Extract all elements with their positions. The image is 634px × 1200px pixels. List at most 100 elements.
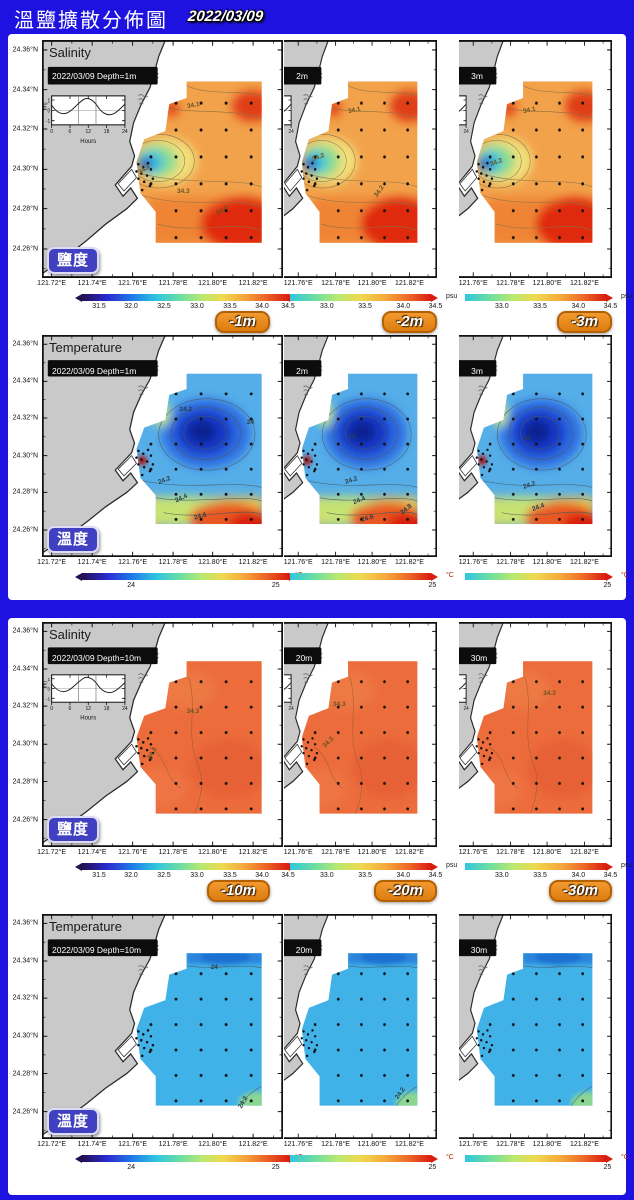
- temperature-colorbar: 24 25 °C: [42, 572, 303, 589]
- salinity-colorbar: 31.5 32.0 32.5 33.0 33.5 34.0 34.5 psu: [42, 293, 306, 310]
- colorbar-gradient: [465, 572, 613, 581]
- colorbar-gradient: [75, 293, 296, 302]
- lat-tick: 24.30°N: [12, 452, 38, 460]
- info-box-fragment: 3m: [471, 70, 483, 81]
- salinity-colorbar: 31.5 32.0 32.5 33.0 33.5 34.0 34.5 psu: [42, 862, 306, 879]
- column-depth20m: 20m 34.3 34.3 121.76°E 121.78°E 121.80°E…: [283, 622, 457, 1171]
- info-box-fragment: 30m: [470, 944, 488, 955]
- panel-shallow-depths: 24.36°N 24.34°N 24.32°N 24.30°N 24.28°N …: [8, 34, 632, 600]
- panel-deep-depths: 24.36°N 24.34°N 24.32°N 24.30°N 24.28°N …: [8, 618, 632, 1195]
- colorbar-gradient: [75, 1154, 296, 1163]
- lat-tick: 24.26°N: [12, 526, 38, 534]
- page-date: 2022/03/09: [187, 8, 264, 25]
- depth-badge: -10m: [206, 880, 270, 902]
- temperature-colorbar: 24 25 °C: [42, 1154, 303, 1171]
- info-box-text: 2022/03/09 Depth=1m: [52, 365, 137, 376]
- info-box-text: 2022/03/09 Depth=10m: [52, 652, 142, 663]
- info-box-text: 2022/03/09 Depth=1m: [52, 70, 137, 81]
- colorbar-gradient: [465, 1154, 613, 1163]
- lon-axis: 121.72°E 121.74°E 121.76°E 121.78°E 121.…: [37, 849, 268, 856]
- temperature-colorbar-cropped: 25 °C: [459, 1154, 629, 1171]
- lat-tick: 24.36°N: [12, 46, 38, 54]
- colorbar-gradient: [75, 572, 296, 581]
- lat-tick: 24.36°N: [12, 340, 38, 348]
- temperature-colorbar-cropped: 25 °C: [284, 572, 454, 589]
- colorbar-gradient: [290, 862, 438, 871]
- variable-label: Salinity: [49, 45, 91, 60]
- colorbar-gradient: [290, 572, 438, 581]
- lat-tick: 24.28°N: [12, 1070, 38, 1078]
- lon-axis: 121.76°E 121.78°E 121.80°E 121.82°E: [283, 559, 424, 566]
- info-box-fragment: 20m: [295, 944, 313, 955]
- column-depth10m: 24.36°N 24.34°N 24.32°N 24.30°N 24.28°N …: [13, 622, 306, 1171]
- lat-tick: 24.36°N: [12, 919, 38, 927]
- column-depth2m: 2m 34.1 34.2 34.2 121.76°E 121.78°E 121.…: [283, 40, 457, 589]
- colorbar-unit: psu: [621, 293, 633, 300]
- contour-label: 34.3: [186, 707, 200, 715]
- salinity-badge: 鹽度: [47, 247, 100, 274]
- colorbar-gradient: [465, 293, 613, 302]
- lat-tick: 24.34°N: [12, 86, 38, 94]
- contour-label: 34.3: [332, 700, 346, 708]
- colorbar-unit: °C: [446, 1154, 454, 1161]
- lat-tick: 24.34°N: [12, 957, 38, 965]
- lon-axis: 121.76°E 121.78°E 121.80°E 121.82°E: [283, 1141, 424, 1148]
- info-box-fragment: 20m: [295, 652, 313, 663]
- column-depth1m: 24.36°N 24.34°N 24.32°N 24.30°N 24.28°N …: [13, 40, 306, 589]
- depth-badge: -3m: [557, 311, 612, 333]
- lat-tick: 24.34°N: [12, 665, 38, 673]
- lat-tick: 24.26°N: [12, 1108, 38, 1116]
- contour-label: 24.2: [179, 406, 193, 414]
- colorbar-gradient: [290, 1154, 438, 1163]
- lon-axis: 121.76°E 121.78°E 121.80°E 121.82°E: [458, 559, 599, 566]
- contour-label: 34.3: [543, 689, 556, 697]
- depth-badge: -2m: [382, 311, 437, 333]
- lon-axis: 121.76°E 121.78°E 121.80°E 121.82°E: [458, 280, 599, 287]
- info-box-fragment: 3m: [471, 365, 483, 376]
- lat-tick: 24.26°N: [12, 816, 38, 824]
- temperature-colorbar-cropped: 25 °C: [284, 1154, 454, 1171]
- temperature-badge: 溫度: [47, 1108, 100, 1135]
- colorbar-unit: psu: [621, 862, 633, 869]
- info-box-text: 2022/03/09 Depth=10m: [52, 944, 142, 955]
- salinity-colorbar-cropped: 33.0 33.5 34.0 34.5 psu: [284, 293, 457, 310]
- contour-label: 24: [246, 419, 255, 427]
- contour-label: 24: [523, 434, 531, 442]
- contour-label: 34.3: [176, 187, 190, 195]
- column-depth3m: 3m 34.1 34.2 121.76°E 121.78°E 121.80°E …: [458, 40, 632, 589]
- lat-tick: 24.32°N: [12, 994, 38, 1002]
- lat-tick: 24.28°N: [12, 488, 38, 496]
- salinity-colorbar-cropped: 33.0 33.5 34.0 34.5 psu: [284, 862, 457, 879]
- salinity-colorbar-cropped: 33.0 33.5 34.0 34.5 psu: [459, 293, 632, 310]
- colorbar-gradient: [465, 862, 613, 871]
- salinity-colorbar-cropped: 33.0 33.5 34.0 34.5 psu: [459, 862, 632, 879]
- colorbar-unit: °C: [621, 572, 629, 579]
- lon-axis: 121.72°E 121.74°E 121.76°E 121.78°E 121.…: [37, 559, 268, 566]
- lon-axis: 121.76°E 121.78°E 121.80°E 121.82°E: [458, 1141, 599, 1148]
- temperature-colorbar-cropped: 25 °C: [459, 572, 629, 589]
- lat-tick: 24.30°N: [12, 1032, 38, 1040]
- lon-axis: 121.72°E 121.74°E 121.76°E 121.78°E 121.…: [37, 280, 268, 287]
- lat-tick: 24.32°N: [12, 125, 38, 133]
- lat-tick: 24.30°N: [12, 165, 38, 173]
- page-title: 溫鹽擴散分佈圖: [14, 10, 168, 32]
- lat-tick: 24.34°N: [12, 377, 38, 385]
- info-box-fragment: 2m: [296, 70, 308, 81]
- colorbar-unit: °C: [446, 572, 454, 579]
- info-box-fragment: 30m: [470, 652, 488, 663]
- salinity-badge: 鹽度: [47, 816, 100, 843]
- lon-axis: 121.76°E 121.78°E 121.80°E 121.82°E: [283, 280, 424, 287]
- contour-label: 24: [210, 963, 218, 971]
- lon-axis: 121.76°E 121.78°E 121.80°E 121.82°E: [458, 849, 599, 856]
- lat-tick: 24.28°N: [12, 778, 38, 786]
- colorbar-unit: psu: [446, 862, 458, 869]
- colorbar-unit: psu: [446, 293, 458, 300]
- depth-badge: -20m: [373, 880, 437, 902]
- colorbar-unit: °C: [621, 1154, 629, 1161]
- colorbar-gradient: [290, 293, 438, 302]
- lat-tick: 24.28°N: [12, 205, 38, 213]
- lon-axis: 121.76°E 121.78°E 121.80°E 121.82°E: [283, 849, 424, 856]
- colorbar-gradient: [75, 862, 296, 871]
- lat-tick: 24.26°N: [12, 245, 38, 253]
- lat-tick: 24.32°N: [12, 414, 38, 422]
